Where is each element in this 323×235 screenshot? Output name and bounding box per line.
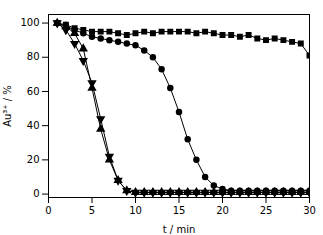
svg-text:5: 5 [89,205,95,216]
svg-text:0: 0 [33,188,39,199]
svg-text:30: 30 [303,205,316,216]
svg-text:10: 10 [129,205,142,216]
svg-text:80: 80 [27,51,40,62]
svg-text:20: 20 [27,154,40,165]
svg-text:15: 15 [173,205,186,216]
svg-text:0: 0 [45,205,51,216]
svg-text:Au³⁺ / %: Au³⁺ / % [2,85,13,127]
svg-text:20: 20 [216,205,229,216]
svg-text:t / min: t / min [163,224,196,235]
svg-text:25: 25 [260,205,273,216]
svg-text:40: 40 [27,120,40,131]
svg-text:60: 60 [27,86,40,97]
svg-text:100: 100 [20,17,39,28]
